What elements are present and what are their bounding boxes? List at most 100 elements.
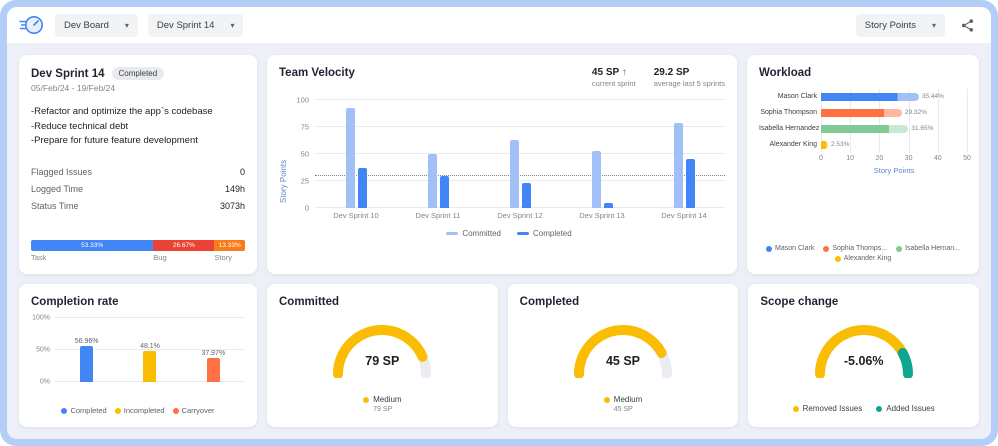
sprint-goal-line: -Reduce technical debt xyxy=(31,120,129,132)
completion-bar[interactable] xyxy=(206,357,220,382)
stat-value: 0 xyxy=(239,166,245,177)
card-title: Completed xyxy=(519,296,580,308)
stat-label: Status Time xyxy=(31,200,79,211)
workload-bar[interactable] xyxy=(821,93,919,101)
gauge-value: 45 SP xyxy=(605,354,641,368)
chevron-down-icon: ▾ xyxy=(124,20,129,30)
velocity-bar[interactable] xyxy=(673,122,683,208)
y-tick-label: 25 xyxy=(300,176,309,186)
share-button[interactable] xyxy=(955,13,979,37)
issue-distribution-bar: 53.33% 26.67% 13.33% xyxy=(31,240,245,251)
y-tick-label: 100 xyxy=(296,95,309,105)
y-tick-label: 0% xyxy=(39,378,50,386)
committed-card: Committed 79 SP Medium 79 SP xyxy=(267,284,498,427)
workload-card: Workload Mason Clark Sophia Thompson Isabe… xyxy=(747,55,979,274)
distribution-segment-label: Bug xyxy=(153,253,167,262)
velocity-bar[interactable] xyxy=(357,168,367,208)
velocity-bar[interactable] xyxy=(345,107,355,208)
gauge-legend: Medium 45 SP xyxy=(520,395,727,415)
stat-value: 149h xyxy=(224,183,245,194)
sprint-stat-row: Flagged Issues 0 xyxy=(31,163,245,180)
legend-item[interactable]: Medium 79 SP xyxy=(363,395,402,413)
completion-bar[interactable] xyxy=(143,351,157,382)
velocity-chart-main: 0 25 50 75 100 Dev Sprint 10 Dev Sprint 11 Dev… xyxy=(293,96,725,262)
board-select[interactable]: Dev Board ▾ xyxy=(55,13,138,37)
completed-gauge-wrap: 45 SP xyxy=(566,316,680,379)
legend-marker xyxy=(446,232,459,235)
gridline xyxy=(315,126,725,127)
legend-label: Completed xyxy=(533,229,572,238)
legend-sublabel: 79 SP xyxy=(373,406,393,413)
metric-select[interactable]: Story Points ▾ xyxy=(855,13,945,37)
stat-value: 3073h xyxy=(219,200,245,211)
legend-item[interactable]: Added Issues xyxy=(876,404,935,413)
legend-label: Alexander King xyxy=(843,255,892,262)
legend-item[interactable]: Isabella Hernan... xyxy=(896,245,960,252)
card-title: Team Velocity xyxy=(279,67,355,79)
velocity-bar[interactable] xyxy=(603,202,613,208)
sprint-select[interactable]: Dev Sprint 14 ▾ xyxy=(147,13,244,37)
legend-dot xyxy=(896,245,903,252)
legend-item[interactable]: Removed Issues xyxy=(792,404,863,413)
legend-label: Committed xyxy=(462,229,501,238)
issue-distribution: 53.33% 26.67% 13.33% Task Bug Story xyxy=(31,240,245,262)
velocity-plot-area xyxy=(315,99,725,208)
bar-value-label: 48.1% xyxy=(140,343,160,351)
workload-percent-label: 29.32% xyxy=(904,109,927,116)
legend-label: Carryover xyxy=(181,406,215,415)
legend-text: Removed Issues xyxy=(803,404,863,413)
gridline xyxy=(315,180,725,181)
legend-item[interactable]: Sophia Thomps... xyxy=(823,245,887,252)
workload-bar[interactable] xyxy=(821,141,828,149)
legend-item[interactable]: Completed xyxy=(61,406,107,415)
completed-card: Completed 45 SP Medium 45 SP xyxy=(507,284,739,427)
legend-dot xyxy=(823,245,830,252)
legend-item[interactable]: Incompleted xyxy=(114,406,165,415)
y-tick-label: 50% xyxy=(35,346,50,354)
legend-item[interactable]: Alexander King xyxy=(834,255,892,262)
y-tick-label: 0 xyxy=(304,203,309,213)
gauge-arc xyxy=(814,325,913,379)
workload-bar[interactable] xyxy=(821,109,902,117)
legend-label: Added Issues xyxy=(886,404,935,413)
stat-label: Flagged Issues xyxy=(31,166,93,177)
x-tick-label: Dev Sprint 10 xyxy=(333,211,379,220)
distribution-segment[interactable]: 53.33% xyxy=(31,240,154,251)
sprint-title: Dev Sprint 14 xyxy=(31,67,105,80)
bar-groups xyxy=(315,100,725,208)
content-area: Dev Sprint 14 Completed 05/Feb/24 - 19/F… xyxy=(7,43,991,439)
legend-item[interactable]: Carryover xyxy=(172,406,215,415)
velocity-bar[interactable] xyxy=(685,159,695,208)
card-title: Completion rate xyxy=(31,296,119,308)
legend-item[interactable]: Mason Clark xyxy=(766,245,814,252)
sprint-date-range: 05/Feb/24 - 19/Feb/24 xyxy=(31,83,116,93)
distribution-segment[interactable]: 13.33% xyxy=(214,240,245,251)
up-arrow-icon: ↑ xyxy=(621,67,627,78)
velocity-plot-row: 0 25 50 75 100 xyxy=(293,96,725,213)
completion-bar[interactable] xyxy=(80,345,94,382)
legend-dot xyxy=(834,255,841,262)
completed-gauge xyxy=(566,316,680,383)
gridline xyxy=(937,89,939,153)
legend-sublabel: 45 SP xyxy=(613,406,633,413)
completion-legend: Completed Incompleted Carryover xyxy=(31,406,245,415)
legend-item[interactable]: Completed xyxy=(517,229,572,238)
velocity-bar[interactable] xyxy=(521,183,531,208)
workload-row: 31.65% xyxy=(821,121,967,137)
x-tick-label: 20 xyxy=(875,155,884,162)
gauge-arc xyxy=(574,325,672,379)
bar-group xyxy=(479,100,561,208)
scope-change-card: Scope change -5.06% Removed Issues Added … xyxy=(748,284,980,427)
velocity-bar[interactable] xyxy=(427,154,437,208)
velocity-bar[interactable] xyxy=(439,175,449,208)
velocity-bar[interactable] xyxy=(591,150,601,208)
workload-row: 2.53% xyxy=(821,137,967,153)
distribution-segment[interactable]: 26.67% xyxy=(153,240,215,251)
legend-item[interactable]: Committed xyxy=(446,229,501,238)
legend-item[interactable]: Medium 45 SP xyxy=(603,395,642,413)
sprint-header: Dev Sprint 14 Completed xyxy=(31,67,245,80)
workload-bar[interactable] xyxy=(821,125,909,133)
sprint-goal-line: -Prepare for future feature development xyxy=(31,135,198,147)
velocity-bar[interactable] xyxy=(509,139,519,208)
app-logo xyxy=(19,12,45,38)
